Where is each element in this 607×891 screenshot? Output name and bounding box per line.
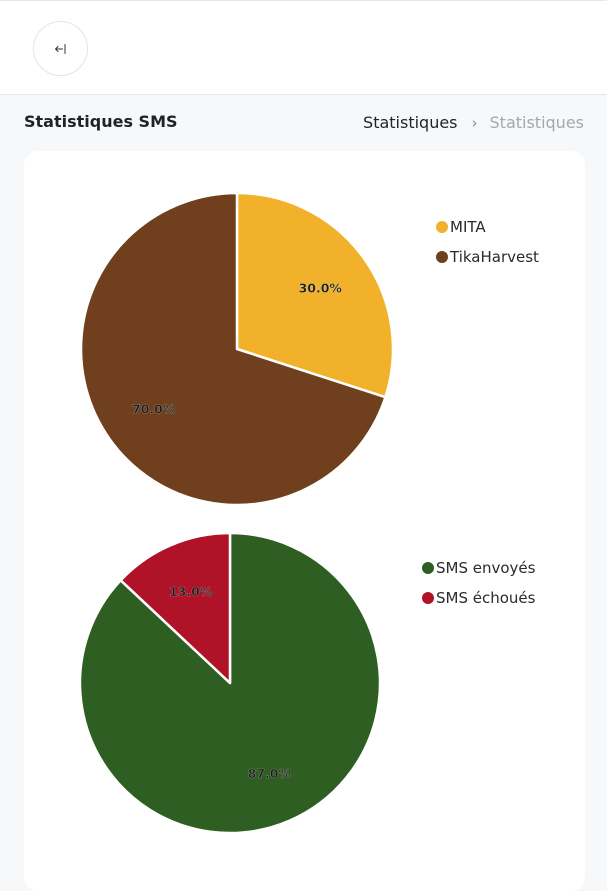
legend-sources: MITA TikaHarvest [436,217,539,266]
legend-sms-status: SMS envoyés SMS échoués [422,558,535,607]
legend-label: TikaHarvest [450,247,539,266]
pie-chart-sources: 30.0% 70.0% 87.0% 13.0% [78,191,395,835]
legend-item[interactable]: TikaHarvest [436,247,539,266]
legend-label: SMS envoyés [436,558,536,577]
breadcrumb: Statistiques › Statistiques [363,113,584,132]
pie-slice-tikaharvest[interactable] [79,191,387,507]
legend-item[interactable]: MITA [436,217,539,236]
page-header: Statistiques SMS Statistiques › Statisti… [0,95,607,151]
legend-swatch [422,561,434,574]
legend-item[interactable]: SMS échoués [422,588,535,607]
legend-swatch [436,250,448,263]
collapse-sidebar-button[interactable] [33,21,88,76]
top-bar [0,0,607,95]
pie-slice-sms-échoués[interactable] [119,531,232,685]
pie-percent-label: 87.0% [248,766,292,781]
pie-slice-sms-envoyés[interactable] [78,531,382,835]
legend-label: SMS échoués [436,588,536,607]
pie-percent-label: 30.0% [299,280,343,295]
legend-item[interactable]: SMS envoyés [422,558,535,577]
collapse-left-icon [54,43,65,54]
legend-swatch [436,220,448,233]
pie-slice-mita[interactable] [235,191,395,399]
breadcrumb-current: Statistiques [489,113,584,132]
legend-swatch [422,591,434,604]
stats-card: 30.0% 70.0% 87.0% 13.0% MITA TikaHarvest SM… [24,151,585,891]
breadcrumb-link[interactable]: Statistiques [363,113,458,132]
legend-label: MITA [450,217,486,236]
pie-1: 87.0% 13.0% [78,531,382,835]
pie-percent-label: 13.0% [169,584,213,599]
chevron-right-icon: › [471,113,478,132]
pie-percent-label: 70.0% [132,402,176,417]
pie-0: 30.0% 70.0% [79,191,395,507]
page-title: Statistiques SMS [24,112,178,131]
